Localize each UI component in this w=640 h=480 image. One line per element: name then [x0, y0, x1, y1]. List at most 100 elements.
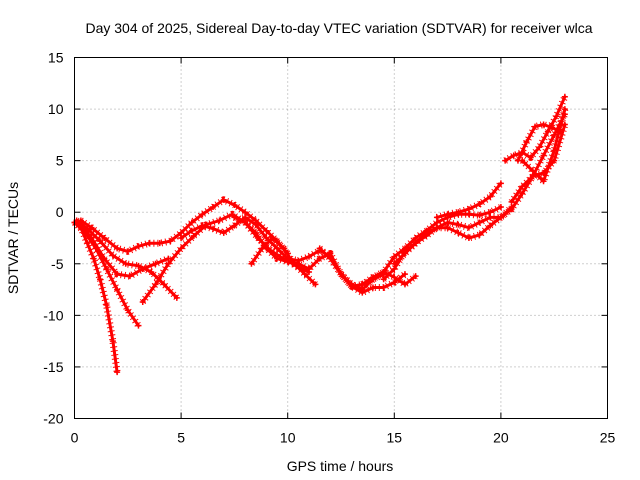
y-tick-label: 10 — [48, 101, 64, 117]
series-sat-q — [514, 121, 564, 164]
data-point — [152, 281, 159, 288]
data-point — [88, 224, 95, 231]
data-point — [252, 229, 259, 236]
data-point — [242, 209, 249, 216]
data-point — [161, 281, 168, 288]
data-point — [380, 284, 387, 291]
series-sat-d — [75, 219, 172, 280]
series-sat-s — [519, 106, 569, 185]
series-plus-markers — [338, 268, 418, 294]
series-plus-markers — [72, 219, 121, 373]
data-point — [487, 193, 494, 200]
data-point — [476, 231, 483, 238]
data-point — [412, 273, 419, 280]
x-tick-label: 0 — [71, 430, 79, 446]
data-point — [178, 245, 185, 252]
data-point — [199, 211, 206, 218]
data-point — [540, 121, 547, 128]
data-point — [465, 235, 472, 241]
data-point — [540, 178, 547, 185]
data-point — [476, 212, 483, 219]
data-point — [231, 201, 238, 208]
data-point — [338, 271, 344, 278]
x-tick-label: 25 — [600, 430, 616, 446]
data-point — [433, 224, 440, 231]
data-point — [156, 240, 163, 247]
data-point — [551, 131, 558, 138]
data-point — [263, 235, 270, 241]
data-point — [476, 200, 483, 207]
data-point — [519, 190, 526, 197]
data-point — [369, 274, 376, 281]
data-point — [139, 298, 146, 305]
data-point — [274, 255, 281, 262]
y-tick-label: -15 — [43, 359, 63, 375]
y-tick-label: -20 — [43, 411, 63, 427]
data-point — [444, 224, 451, 231]
data-point — [561, 93, 568, 100]
data-point — [220, 196, 227, 203]
data-point — [199, 222, 206, 229]
data-point — [167, 238, 174, 245]
data-point — [380, 269, 387, 276]
data-point — [455, 229, 462, 236]
y-tick-label: -10 — [43, 307, 63, 323]
data-point — [139, 265, 146, 272]
data-point — [391, 274, 398, 281]
series-line — [382, 112, 567, 281]
data-point — [348, 281, 355, 288]
data-point — [101, 255, 108, 262]
data-point — [444, 211, 451, 218]
series-plus-markers — [179, 213, 333, 265]
data-point — [497, 180, 504, 187]
data-point — [109, 252, 116, 259]
data-point — [529, 173, 536, 180]
y-tick-label: 15 — [48, 50, 64, 66]
data-point — [455, 209, 462, 216]
data-point — [510, 152, 517, 159]
data-point — [508, 204, 515, 211]
y-tick-label: -5 — [51, 256, 64, 272]
data-point — [380, 276, 387, 283]
data-point — [101, 235, 108, 241]
data-point — [465, 206, 472, 213]
chart-title: Day 304 of 2025, Sidereal Day-to-day VTE… — [85, 20, 592, 36]
series-sat-n — [391, 204, 515, 267]
data-point — [210, 225, 217, 232]
data-point — [312, 281, 319, 288]
data-point — [124, 248, 131, 255]
data-point — [178, 235, 185, 241]
data-point — [77, 217, 84, 224]
data-point — [135, 243, 142, 250]
data-point — [549, 124, 556, 131]
data-point — [412, 240, 419, 247]
series-sat-m — [380, 111, 569, 283]
data-point — [88, 235, 95, 241]
y-tick-label: 0 — [56, 204, 64, 220]
data-point — [536, 144, 543, 151]
series-plus-markers — [232, 214, 386, 290]
series-plus-markers — [76, 220, 170, 280]
data-point — [527, 154, 534, 161]
data-point — [519, 183, 526, 190]
data-point — [109, 338, 116, 345]
data-point — [188, 219, 195, 226]
plot-area — [71, 93, 569, 376]
data-point — [391, 253, 398, 260]
data-point — [274, 245, 281, 252]
x-tick-label: 10 — [280, 430, 296, 446]
data-point — [190, 232, 197, 239]
data-point — [269, 235, 276, 241]
y-tick-label: 5 — [56, 153, 64, 169]
data-point — [369, 284, 376, 291]
data-point — [122, 260, 129, 267]
data-point — [391, 260, 398, 267]
data-point — [114, 286, 121, 293]
data-point — [148, 269, 155, 276]
x-tick-label: 20 — [493, 430, 509, 446]
data-point — [423, 229, 430, 236]
data-point — [551, 147, 558, 154]
data-point — [502, 157, 509, 164]
data-point — [433, 214, 440, 221]
